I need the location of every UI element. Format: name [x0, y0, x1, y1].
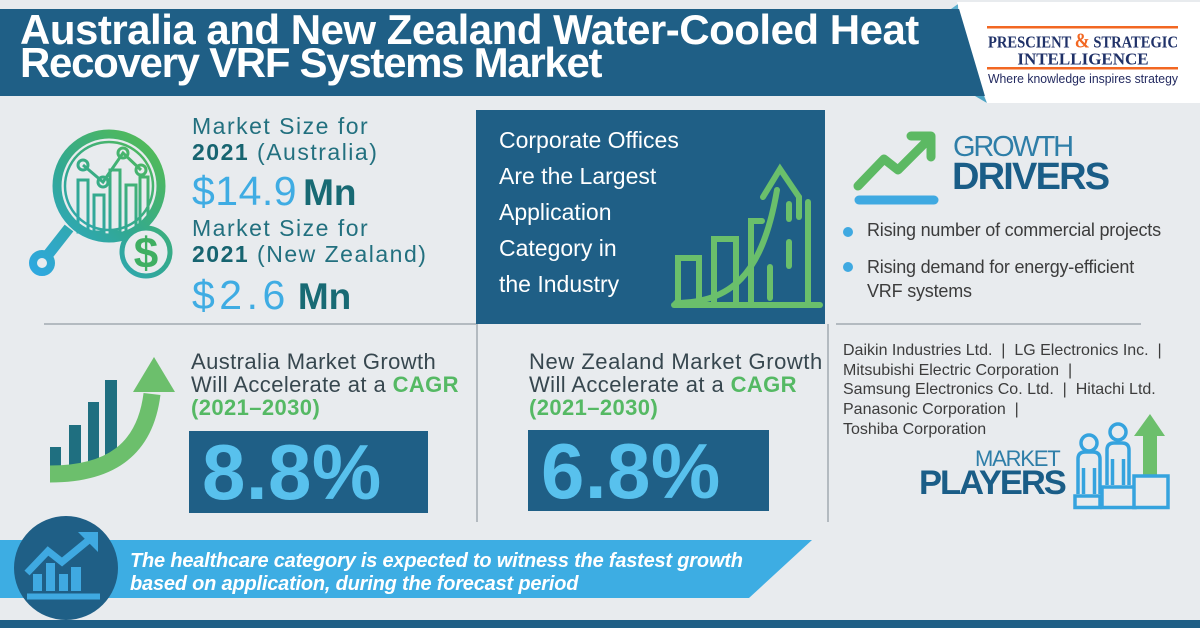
svg-text:PRESCIENT & STRATEGIC: PRESCIENT & STRATEGIC [988, 29, 1178, 53]
svg-text:Where knowledge inspires strat: Where knowledge inspires strategy [988, 71, 1178, 86]
svg-text:$: $ [134, 229, 158, 278]
svg-text:INTELLIGENCE: INTELLIGENCE [1017, 50, 1148, 69]
